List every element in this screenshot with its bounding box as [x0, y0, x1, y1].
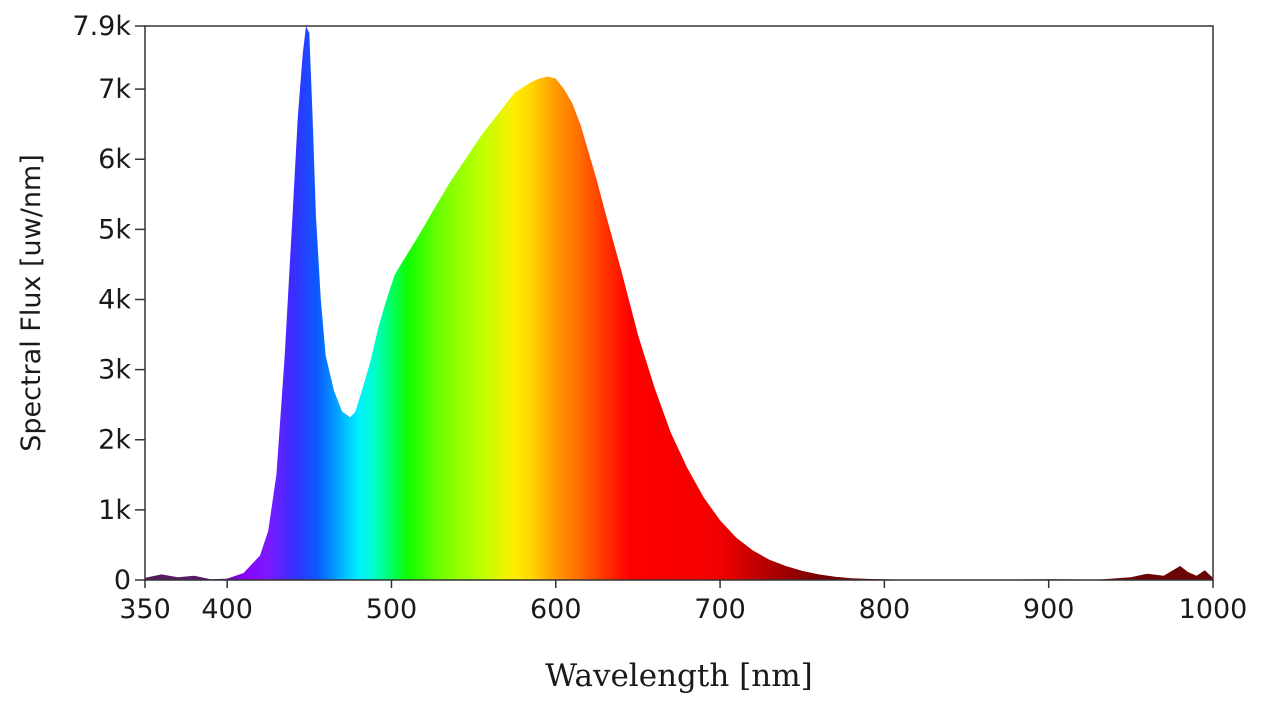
- y-tick-label: 2k: [98, 425, 131, 456]
- plot-frame: [144, 25, 1214, 581]
- y-tick-label: 7k: [98, 74, 131, 105]
- y-axis-title: Spectral Flux [uw/nm]: [16, 154, 47, 452]
- y-tick-label: 7.9k: [72, 11, 131, 42]
- y-tick-label: 6k: [98, 144, 131, 175]
- spectrum-area: [145, 26, 1213, 580]
- y-tick-label: 5k: [98, 214, 131, 245]
- plot-area: [145, 26, 1213, 580]
- x-tick-label: 1000: [1179, 594, 1248, 625]
- x-tick-label: 500: [366, 594, 418, 625]
- axes: 0 1k 2k 3k 4k 5k 6k 7k 7.9k 350 400 500 600 700 800 900…: [72, 11, 1247, 625]
- y-tick-label: 4k: [98, 284, 131, 315]
- x-tick-label: 800: [859, 594, 911, 625]
- x-tick-label: 900: [1023, 594, 1075, 625]
- y-tick-label: 3k: [98, 355, 131, 386]
- x-tick-label: 400: [201, 594, 253, 625]
- x-axis-title: Wavelength [nm]: [545, 658, 812, 694]
- x-tick-label: 700: [694, 594, 746, 625]
- x-tick-label: 350: [119, 594, 171, 625]
- y-tick-label: 1k: [98, 495, 131, 526]
- x-tick-label: 600: [530, 594, 582, 625]
- y-tick-label: 0: [114, 565, 131, 596]
